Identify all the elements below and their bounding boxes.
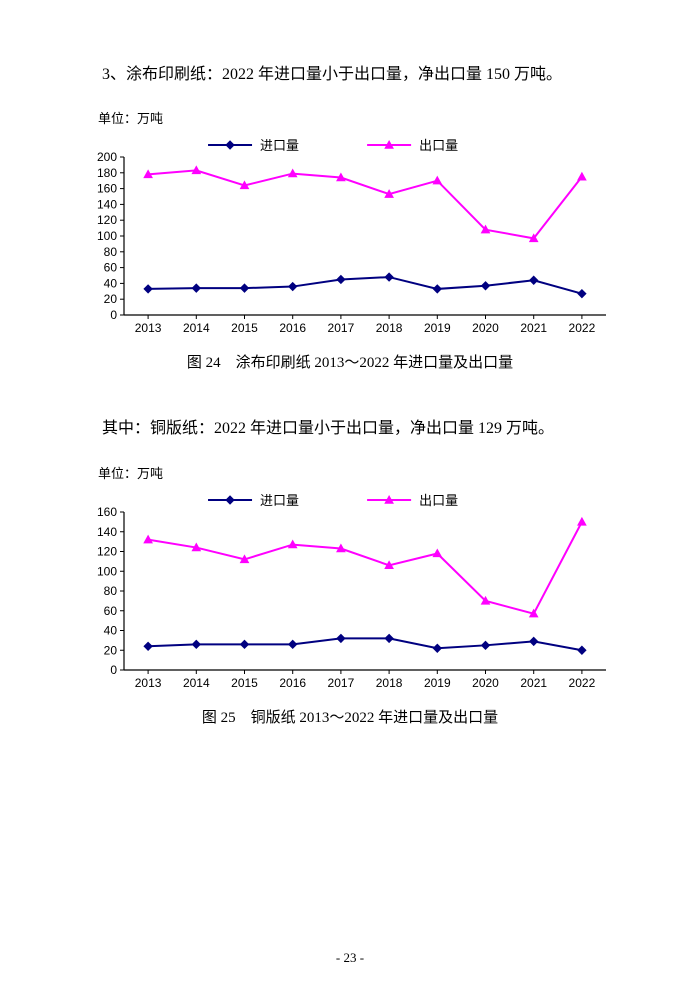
chart2-svg: 0 20 40 60 80 100 120 140 160 2013 2014 2015 2016 201… bbox=[80, 486, 620, 696]
svg-text:140: 140 bbox=[97, 198, 117, 212]
svg-text:2015: 2015 bbox=[231, 676, 258, 690]
svg-text:140: 140 bbox=[97, 525, 117, 539]
svg-text:40: 40 bbox=[104, 623, 118, 637]
svg-text:出口量: 出口量 bbox=[419, 138, 458, 153]
chart2-caption: 图 25 铜版纸 2013～2022 年进口量及出口量 bbox=[70, 706, 630, 727]
svg-text:20: 20 bbox=[104, 643, 118, 657]
svg-text:40: 40 bbox=[104, 277, 118, 291]
chart2-container: 0 20 40 60 80 100 120 140 160 2013 2014 2015 2016 201… bbox=[80, 486, 620, 696]
svg-text:100: 100 bbox=[97, 229, 117, 243]
svg-text:60: 60 bbox=[104, 604, 118, 618]
svg-text:160: 160 bbox=[97, 182, 117, 196]
svg-text:2018: 2018 bbox=[376, 676, 403, 690]
svg-text:200: 200 bbox=[97, 150, 117, 164]
svg-text:2018: 2018 bbox=[376, 321, 403, 335]
svg-text:100: 100 bbox=[97, 564, 117, 578]
svg-text:0: 0 bbox=[110, 308, 117, 322]
svg-text:60: 60 bbox=[104, 261, 118, 275]
svg-text:20: 20 bbox=[104, 293, 118, 307]
svg-text:2020: 2020 bbox=[472, 321, 499, 335]
svg-text:2014: 2014 bbox=[183, 321, 210, 335]
svg-text:80: 80 bbox=[104, 245, 118, 259]
svg-text:2016: 2016 bbox=[279, 321, 306, 335]
svg-text:2019: 2019 bbox=[424, 321, 451, 335]
svg-text:进口量: 进口量 bbox=[260, 493, 299, 508]
svg-text:80: 80 bbox=[104, 584, 118, 598]
page-number: - 23 - bbox=[0, 950, 700, 966]
svg-text:120: 120 bbox=[97, 544, 117, 558]
svg-text:2021: 2021 bbox=[520, 321, 547, 335]
chart1-svg: 020 40 60 80 100120 140 160 180 200 2013 2014 2015 2… bbox=[80, 131, 620, 341]
svg-text:2014: 2014 bbox=[183, 676, 210, 690]
section1-paragraph: 3、涂布印刷纸：2022 年进口量小于出口量，净出口量 150 万吨。 bbox=[70, 60, 630, 90]
svg-text:2021: 2021 bbox=[520, 676, 547, 690]
chart1-caption: 图 24 涂布印刷纸 2013～2022 年进口量及出口量 bbox=[70, 351, 630, 372]
svg-text:2016: 2016 bbox=[279, 676, 306, 690]
svg-text:2013: 2013 bbox=[135, 676, 162, 690]
chart1-container: 020 40 60 80 100120 140 160 180 200 2013 2014 2015 2… bbox=[80, 131, 620, 341]
svg-text:0: 0 bbox=[110, 663, 117, 677]
svg-text:2017: 2017 bbox=[328, 676, 355, 690]
svg-text:进口量: 进口量 bbox=[260, 138, 299, 153]
svg-text:2022: 2022 bbox=[569, 321, 596, 335]
svg-text:出口量: 出口量 bbox=[419, 493, 458, 508]
chart2-unit-label: 单位：万吨 bbox=[98, 463, 630, 482]
svg-text:180: 180 bbox=[97, 166, 117, 180]
svg-text:2019: 2019 bbox=[424, 676, 451, 690]
chart1-unit-label: 单位：万吨 bbox=[98, 108, 630, 127]
section2-paragraph: 其中：铜版纸：2022 年进口量小于出口量，净出口量 129 万吨。 bbox=[70, 414, 630, 444]
svg-text:2015: 2015 bbox=[231, 321, 258, 335]
svg-text:2020: 2020 bbox=[472, 676, 499, 690]
svg-text:120: 120 bbox=[97, 214, 117, 228]
svg-text:160: 160 bbox=[97, 505, 117, 519]
svg-text:2017: 2017 bbox=[328, 321, 355, 335]
svg-text:2022: 2022 bbox=[569, 676, 596, 690]
svg-text:2013: 2013 bbox=[135, 321, 162, 335]
